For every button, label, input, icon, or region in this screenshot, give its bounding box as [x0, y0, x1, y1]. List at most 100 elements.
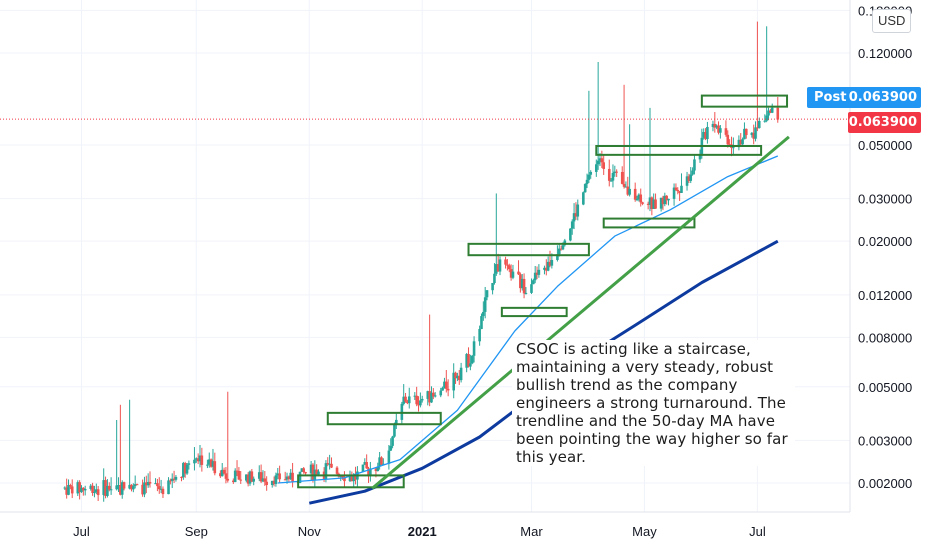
candle-body: [543, 267, 546, 270]
candle-body: [537, 269, 541, 275]
candle-body: [482, 311, 485, 317]
candle-body: [550, 259, 554, 266]
candle-body: [132, 486, 135, 490]
candle-body: [504, 259, 507, 265]
y-tick-label: 0.008000: [858, 330, 912, 345]
candle-body: [300, 468, 304, 472]
candle-body: [472, 341, 476, 356]
candle-body: [706, 126, 709, 140]
range-box: [297, 474, 405, 489]
candle-body: [446, 388, 450, 391]
candle-body: [659, 197, 663, 209]
candle-body: [382, 463, 385, 465]
annotation-text: CSOC is acting like a staircase, maintai…: [512, 340, 795, 466]
candle-body: [157, 486, 161, 490]
candle-body: [561, 245, 565, 250]
x-tick-label: Nov: [298, 524, 322, 539]
candle-body: [193, 459, 196, 464]
candle-body: [559, 248, 563, 250]
candle-body: [624, 186, 628, 188]
candle-body: [517, 271, 520, 275]
candle-body: [143, 482, 146, 495]
candle-body: [220, 469, 224, 477]
candle-body: [557, 248, 561, 255]
candle-body: [661, 197, 665, 205]
candle-body: [628, 188, 631, 195]
trendline: [371, 135, 790, 490]
range-box: [500, 306, 568, 318]
candle-body: [259, 472, 263, 482]
candle-body: [583, 184, 587, 193]
candle-body: [687, 176, 691, 181]
candle-body: [704, 132, 707, 140]
candle-body: [420, 398, 424, 401]
candle-body: [600, 158, 604, 163]
candle-body: [713, 123, 717, 128]
candle-body: [67, 485, 70, 495]
candle-body: [582, 192, 585, 205]
candle-body: [350, 476, 354, 482]
candle-body: [587, 174, 591, 180]
candle-body: [324, 463, 328, 480]
candle-body: [393, 424, 396, 437]
candle-body: [480, 316, 483, 330]
candle-body: [326, 463, 330, 465]
candle-body: [596, 160, 600, 165]
candle-body: [82, 487, 85, 491]
candle-body: [498, 259, 502, 272]
candle-body: [311, 464, 315, 481]
candle-body: [544, 267, 548, 271]
candle-body: [117, 485, 120, 487]
candle-body: [678, 191, 681, 193]
candle-body: [169, 480, 172, 482]
candle-body: [361, 464, 365, 472]
candle-body: [65, 487, 68, 495]
candle-body: [520, 278, 524, 289]
candle-body: [765, 115, 768, 121]
candle-body: [115, 485, 118, 490]
candle-body: [196, 458, 200, 462]
candle-body: [402, 396, 406, 404]
candle-body: [426, 391, 430, 399]
candle-body: [156, 483, 159, 487]
candle-body: [635, 199, 639, 201]
x-tick-label: Sep: [185, 524, 208, 539]
candle-body: [646, 203, 650, 205]
candle-body: [211, 461, 215, 467]
candle-body: [654, 199, 657, 209]
candle-body: [715, 125, 718, 128]
candle-body: [317, 471, 320, 475]
candle-body: [257, 472, 261, 479]
post-value: 0.063900: [848, 90, 917, 105]
candle-body: [702, 132, 706, 138]
candle-body: [620, 171, 624, 184]
candle-body: [428, 391, 431, 403]
candle-body: [106, 485, 109, 496]
last-price-value: 0.063900: [848, 115, 917, 130]
currency-button[interactable]: USD: [872, 9, 912, 33]
candle-body: [250, 471, 254, 482]
candle-body: [633, 188, 637, 200]
candle-body: [343, 477, 346, 482]
candle-body: [613, 171, 617, 174]
candle-body: [444, 381, 448, 389]
candle-body: [239, 479, 243, 481]
candle-body: [278, 473, 281, 480]
candle-body: [130, 484, 133, 490]
candle-body: [594, 164, 598, 172]
candle-body: [585, 179, 589, 185]
candle-body: [556, 254, 559, 260]
candle-body: [769, 110, 772, 113]
candle-body: [209, 459, 213, 467]
candle-body: [776, 107, 780, 120]
candle-body: [639, 194, 643, 203]
candle-body: [506, 264, 509, 266]
candle-body: [109, 489, 113, 491]
trendline-path: [371, 135, 790, 490]
candle-body: [287, 476, 291, 480]
candle-body: [743, 128, 746, 140]
range-box: [326, 411, 442, 426]
candle-body: [283, 479, 287, 481]
candle-body: [285, 476, 289, 480]
